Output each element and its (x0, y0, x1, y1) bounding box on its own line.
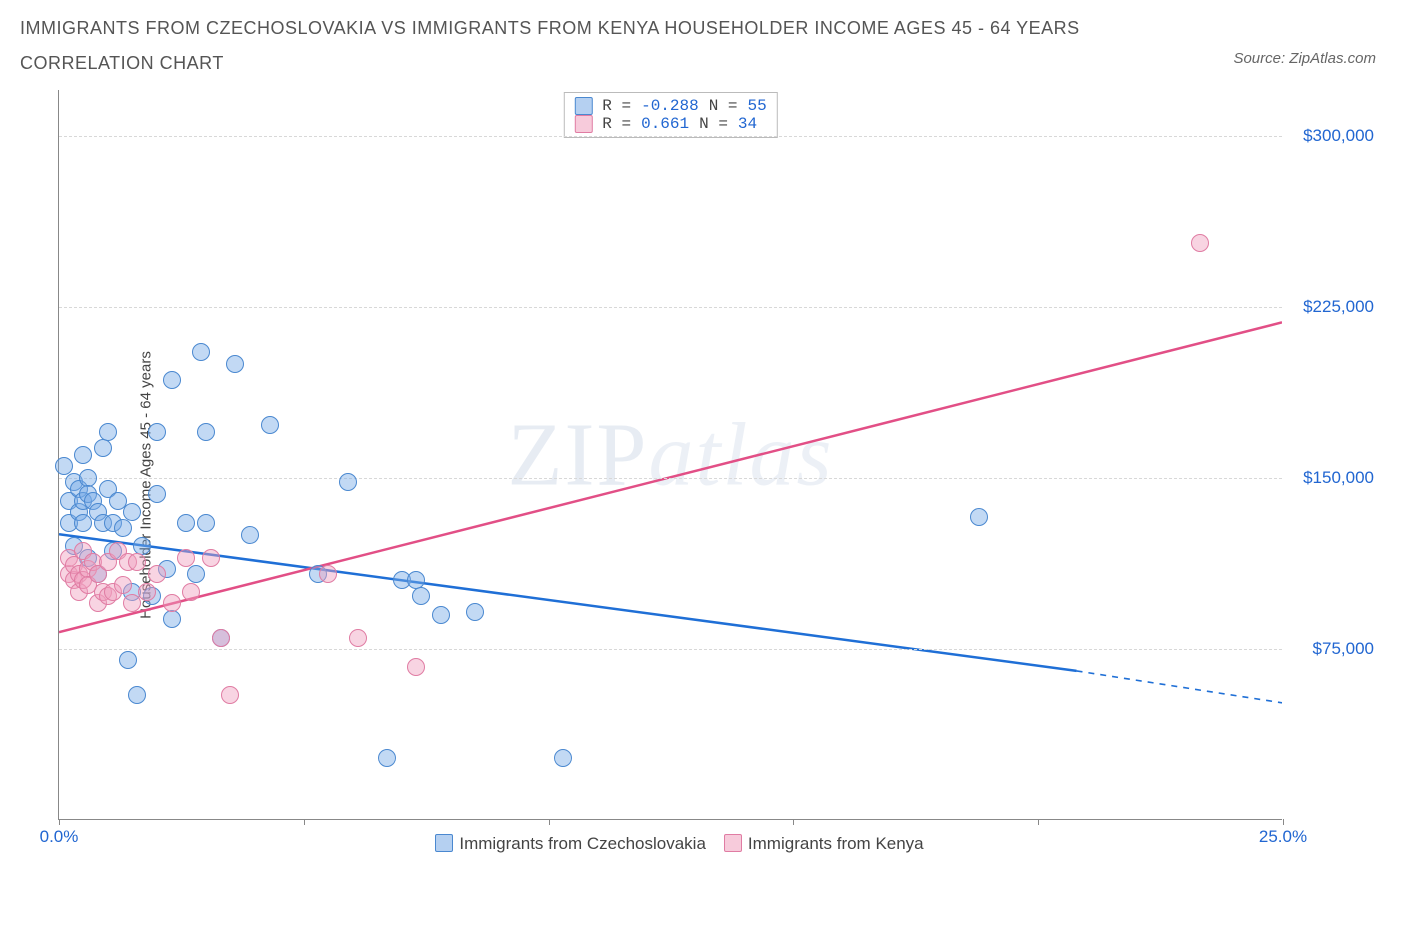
data-point (177, 549, 195, 567)
x-tick-mark (549, 819, 550, 825)
x-tick-mark (1283, 819, 1284, 825)
data-point (177, 514, 195, 532)
data-point (123, 503, 141, 521)
stats-box: R =-0.288N =55R = 0.661N =34 (563, 92, 777, 138)
data-point (407, 658, 425, 676)
y-tick-label: $300,000 (1303, 126, 1374, 146)
legend-swatch (724, 834, 742, 852)
data-point (970, 508, 988, 526)
data-point (148, 565, 166, 583)
data-point (163, 594, 181, 612)
data-point (187, 565, 205, 583)
data-point (197, 514, 215, 532)
y-tick-label: $225,000 (1303, 297, 1374, 317)
stat-n-value: 34 (738, 115, 757, 133)
chart-title-line1: Immigrants from Czechoslovakia vs Immigr… (20, 18, 1386, 39)
legend-swatch (574, 97, 592, 115)
data-point (163, 610, 181, 628)
data-point (241, 526, 259, 544)
data-point (221, 686, 239, 704)
data-point (319, 565, 337, 583)
data-point (114, 519, 132, 537)
data-point (128, 553, 146, 571)
data-point (1191, 234, 1209, 252)
data-point (138, 583, 156, 601)
h-gridline (59, 478, 1282, 479)
data-point (119, 651, 137, 669)
data-point (554, 749, 572, 767)
legend-label: Immigrants from Czechoslovakia (459, 834, 706, 853)
stat-r-label: R = (602, 115, 631, 133)
data-point (74, 446, 92, 464)
data-point (55, 457, 73, 475)
stats-row: R = 0.661 N = 34 (574, 115, 766, 133)
chart-title-line2: Correlation Chart (20, 53, 1386, 74)
correlation-chart: Householder Income Ages 45 - 64 years ZI… (22, 90, 1382, 880)
source-attribution: Source: ZipAtlas.com (1233, 50, 1376, 67)
h-gridline (59, 136, 1282, 137)
data-point (182, 583, 200, 601)
legend-swatch (574, 115, 592, 133)
y-tick-label: $150,000 (1303, 468, 1374, 488)
data-point (349, 629, 367, 647)
data-point (192, 343, 210, 361)
stat-r-value: -0.288 (641, 97, 699, 115)
data-point (148, 485, 166, 503)
data-point (432, 606, 450, 624)
trend-lines (59, 90, 1282, 819)
stat-r-label: R = (602, 97, 631, 115)
stat-n-value: 55 (748, 97, 767, 115)
legend-swatch (435, 834, 453, 852)
data-point (114, 576, 132, 594)
watermark: ZIPatlas (507, 403, 833, 506)
plot-area: ZIPatlas R =-0.288N =55R = 0.661N =34 $7… (58, 90, 1282, 820)
data-point (163, 371, 181, 389)
x-tick-mark (59, 819, 60, 825)
h-gridline (59, 307, 1282, 308)
h-gridline (59, 649, 1282, 650)
data-point (378, 749, 396, 767)
data-point (94, 439, 112, 457)
x-tick-mark (793, 819, 794, 825)
x-axis-legend: Immigrants from Czechoslovakia Immigrants… (59, 834, 1282, 854)
x-tick-mark (1038, 819, 1039, 825)
data-point (202, 549, 220, 567)
data-point (412, 587, 430, 605)
data-point (466, 603, 484, 621)
data-point (128, 686, 146, 704)
stat-r-value: 0.661 (641, 115, 689, 133)
x-tick-mark (304, 819, 305, 825)
stats-row: R = -0.288 N = 55 (574, 97, 766, 115)
data-point (212, 629, 230, 647)
stat-n-label: N = (709, 97, 738, 115)
data-point (148, 423, 166, 441)
data-point (197, 423, 215, 441)
y-tick-label: $75,000 (1313, 639, 1374, 659)
data-point (226, 355, 244, 373)
data-point (339, 473, 357, 491)
data-point (261, 416, 279, 434)
legend-label: Immigrants from Kenya (748, 834, 924, 853)
data-point (99, 423, 117, 441)
stat-n-label: N = (699, 115, 728, 133)
